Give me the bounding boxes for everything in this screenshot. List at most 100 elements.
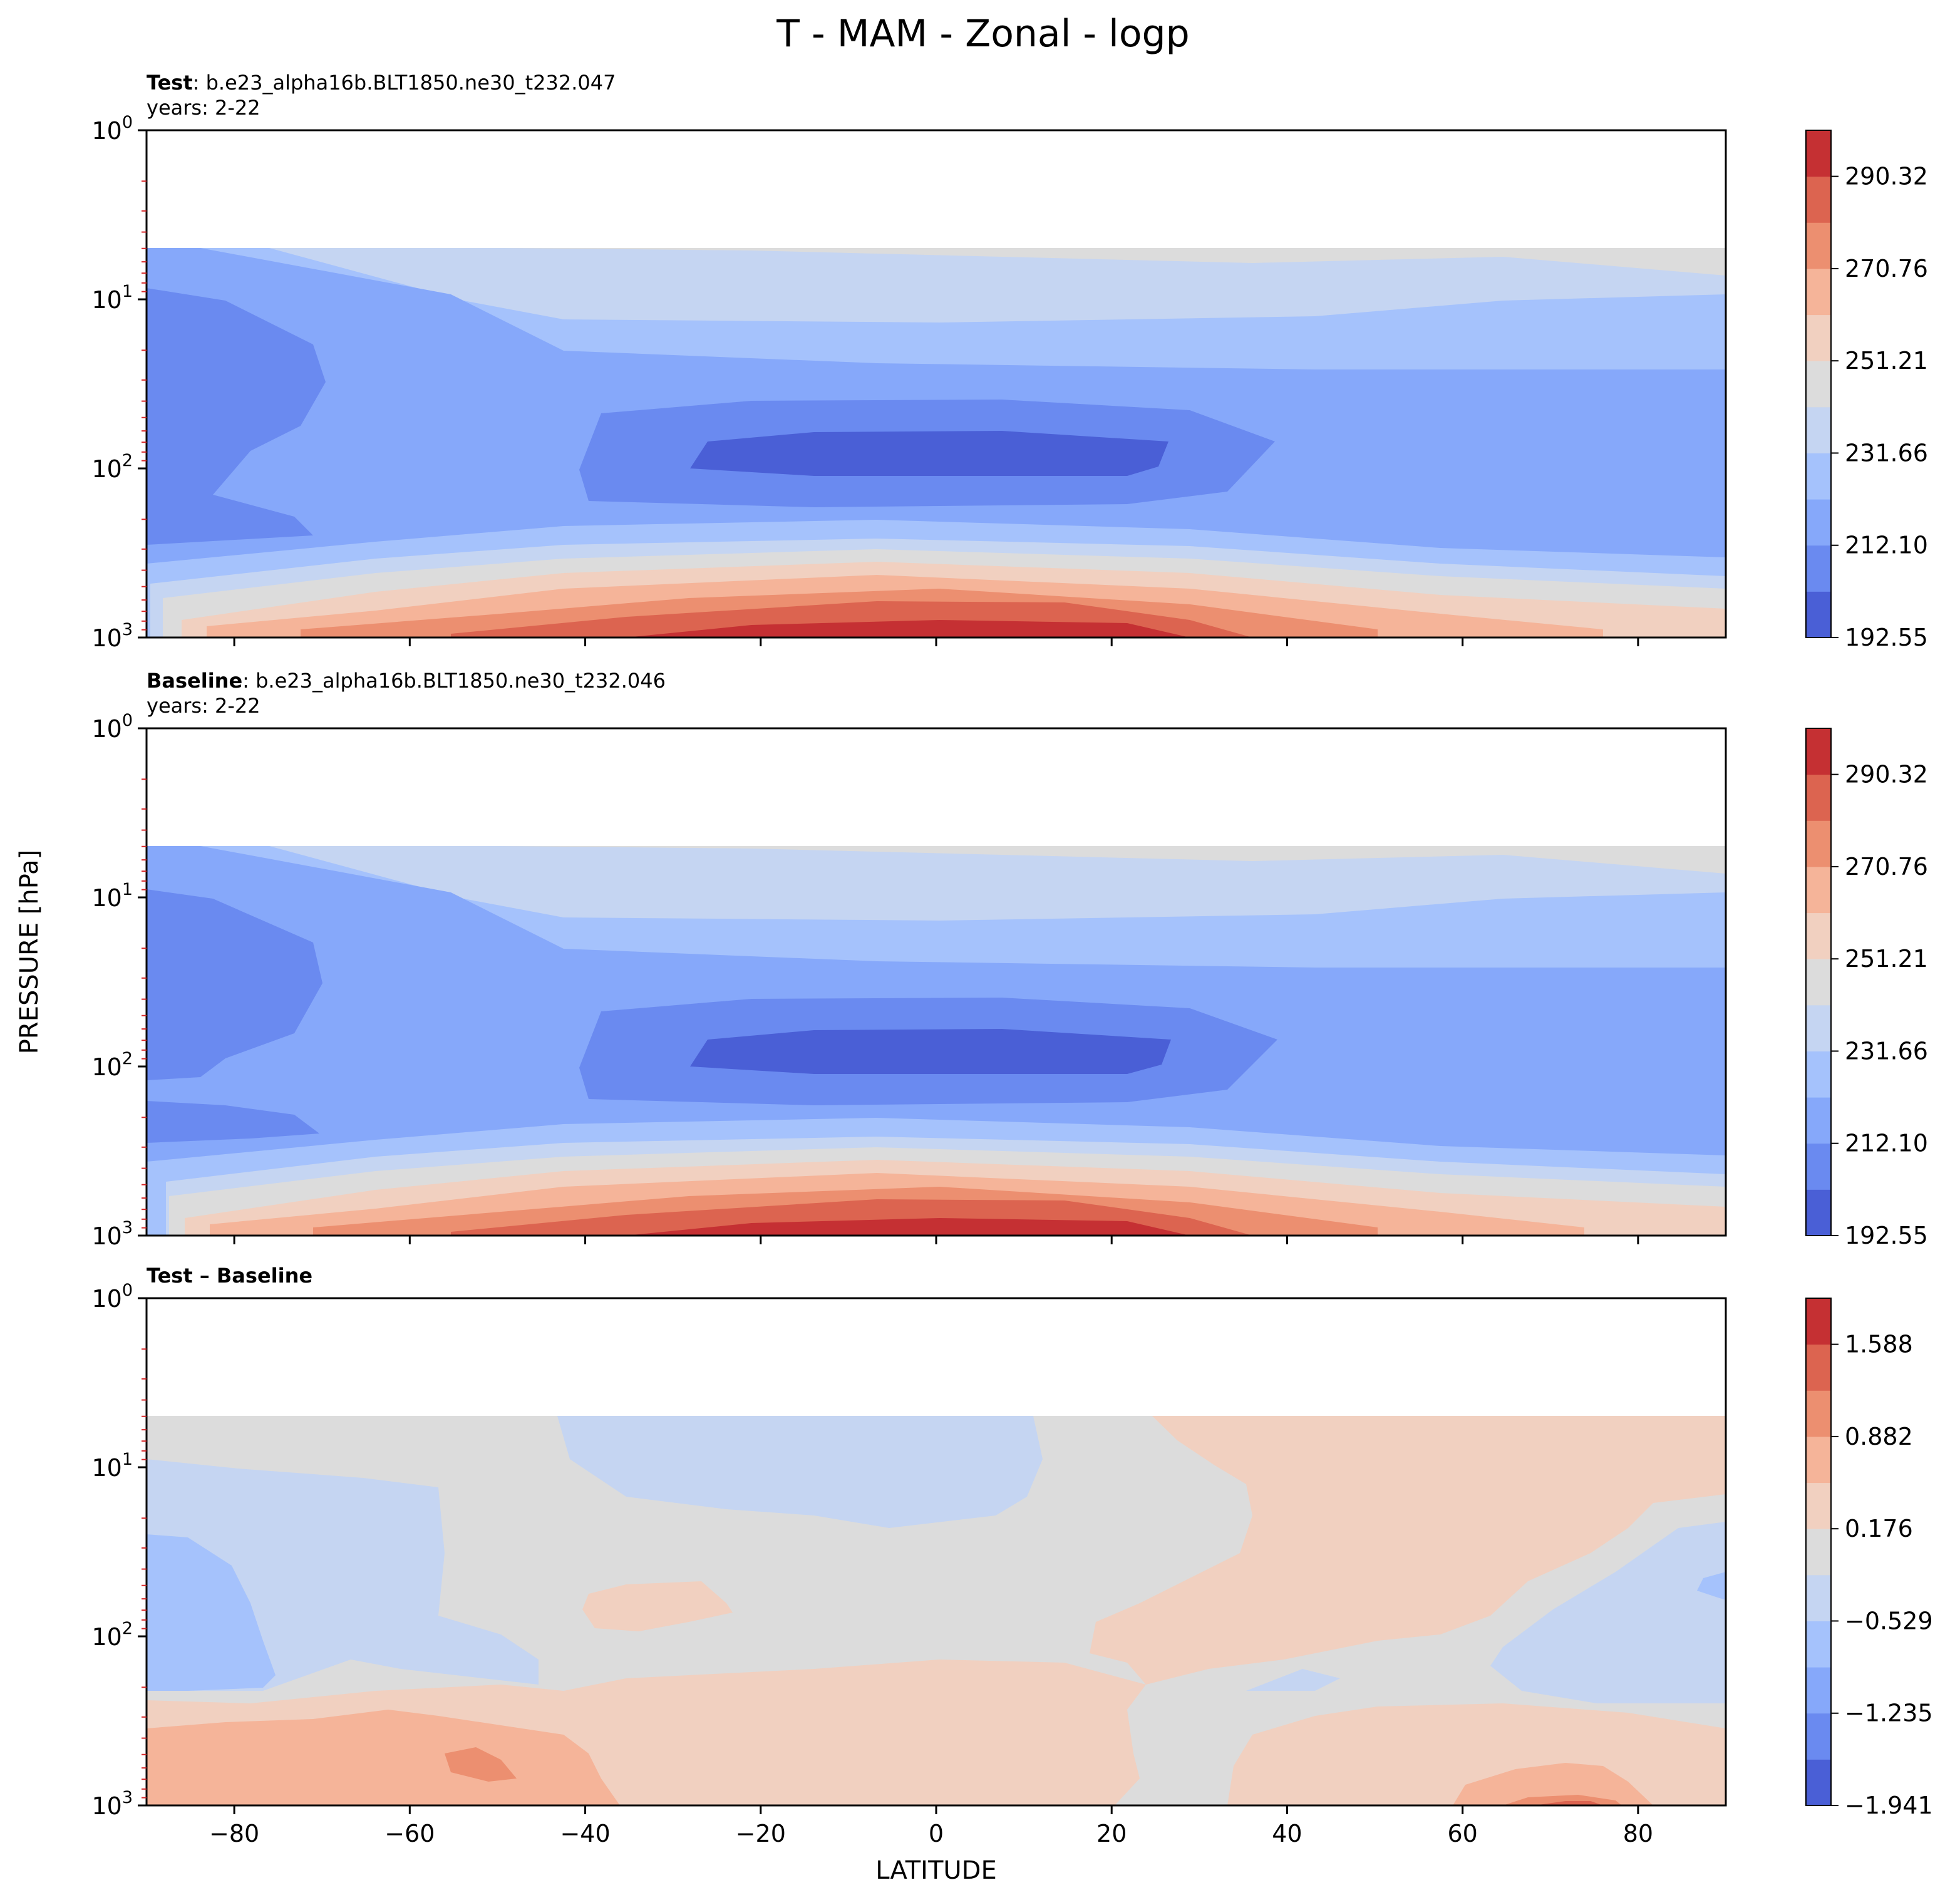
colorbar-segment	[1806, 912, 1831, 959]
colorbar-segment	[1806, 406, 1831, 453]
contour-band	[557, 1416, 1043, 1528]
x-tick-label: −40	[560, 1820, 610, 1847]
colorbar-segment	[1806, 1713, 1831, 1760]
y-tick-label: 100	[91, 711, 133, 743]
colorbar-tick-label: 212.10	[1845, 1130, 1928, 1157]
colorbar-test: 192.55 212.10 231.66 251.21 270.76 290.32	[1805, 130, 1928, 651]
colorbar-tick-label: −1.235	[1845, 1700, 1933, 1727]
colorbar-frame	[1805, 130, 1832, 638]
contour-band	[1490, 1522, 1726, 1703]
x-tick-label: 80	[1623, 1820, 1653, 1847]
colorbar-tick-label: 270.76	[1845, 853, 1928, 880]
y-tick-label: 101	[91, 282, 133, 314]
contour-band	[1453, 1763, 1653, 1805]
colorbar-segment	[1806, 314, 1831, 361]
colorbar-segment	[1806, 1097, 1831, 1144]
colorbar-segment	[1806, 130, 1831, 177]
colorbar-segment	[1806, 453, 1831, 500]
x-tick-label: 20	[1096, 1820, 1127, 1847]
colorbar-tick-label: 192.55	[1845, 624, 1928, 651]
panel-diff-label: Test – Baseline	[147, 1264, 312, 1288]
colorbar-diff: −1.941 −1.235 −0.529 0.176 0.882 1.588	[1805, 1298, 1933, 1819]
colorbar-tick-label: −0.529	[1845, 1607, 1933, 1634]
colorbar-tick-label: 192.55	[1845, 1222, 1928, 1249]
contour-band	[626, 1218, 1190, 1236]
contour-band	[690, 1029, 1171, 1074]
panel-baseline-yaxis: 100 101 102 103	[91, 711, 147, 1250]
colorbar-segment	[1806, 1189, 1831, 1236]
panel-diff-yaxis: 100 101 102 103	[91, 1281, 147, 1820]
colorbar-segment	[1806, 176, 1831, 223]
colorbar-segment	[1806, 1390, 1831, 1437]
panel-baseline-label-bold: Baseline	[147, 669, 242, 693]
colorbar-segment	[1806, 1436, 1831, 1484]
contour-band	[1697, 1572, 1726, 1600]
y-tick-label: 103	[91, 620, 133, 652]
figure-title: T - MAM - Zonal - logp	[776, 12, 1189, 56]
colorbar-segment	[1806, 1143, 1831, 1190]
contour-band	[1534, 1801, 1603, 1805]
x-tick-label: −80	[209, 1820, 259, 1847]
colorbar-segment	[1806, 1004, 1831, 1051]
colorbar-segment	[1806, 820, 1831, 867]
contour-band	[147, 288, 326, 545]
colorbar-segment	[1806, 1759, 1831, 1806]
contour-band	[1090, 1416, 1726, 1685]
colorbar-tick-label: 290.32	[1845, 761, 1928, 788]
colorbar-segment	[1806, 222, 1831, 269]
colorbar-tick-label: 270.76	[1845, 255, 1928, 282]
y-tick-label: 100	[91, 113, 133, 145]
panel-test-label: Test: b.e23_alpha16b.BLT1850.ne30_t232.0…	[147, 71, 616, 95]
y-tick-label: 101	[91, 1450, 133, 1482]
colorbar-segment	[1806, 1574, 1831, 1621]
panel-diff-contours	[147, 1298, 1726, 1805]
contour-band	[147, 1710, 620, 1805]
no-data-region	[147, 728, 1726, 846]
panel-test-yaxis: 100 101 102 103	[91, 113, 147, 652]
colorbar-tick-label: 231.66	[1845, 1037, 1928, 1065]
panel-baseline-contours	[147, 728, 1726, 1236]
no-data-region	[147, 1298, 1726, 1416]
contour-band	[147, 1101, 319, 1143]
y-tick-label: 100	[91, 1281, 133, 1313]
panel-baseline-years: years: 2-22	[147, 694, 260, 718]
x-tick-label: 60	[1447, 1820, 1477, 1847]
y-tick-label: 103	[91, 1218, 133, 1250]
colorbar-tick-label: 251.21	[1845, 347, 1928, 374]
colorbar-segment	[1806, 1482, 1831, 1529]
panel-test-label-rest: : b.e23_alpha16b.BLT1850.ne30_t232.047	[193, 71, 616, 95]
colorbar-frame	[1805, 728, 1832, 1236]
y-axis-label: PRESSURE [hPa]	[15, 850, 44, 1054]
colorbar-segment	[1806, 1344, 1831, 1391]
x-tick-label: −20	[736, 1820, 786, 1847]
panel-diff-xaxis: −80 −60 −40 −20 0 20 40 60 80	[209, 1805, 1653, 1847]
contour-band	[582, 1581, 733, 1631]
colorbar-segment	[1806, 268, 1831, 316]
colorbar-segment	[1806, 1529, 1831, 1576]
colorbar-segment	[1806, 361, 1831, 408]
x-tick-label: 0	[929, 1820, 944, 1847]
panel-test: Test: b.e23_alpha16b.BLT1850.ne30_t232.0…	[91, 71, 1727, 652]
contour-band	[445, 1747, 517, 1782]
panel-test-label-bold: Test	[147, 71, 193, 95]
colorbar-tick-label: −1.941	[1845, 1792, 1933, 1819]
colorbar-segment	[1806, 728, 1831, 775]
y-tick-label: 101	[91, 880, 133, 912]
y-tick-label: 102	[91, 451, 133, 483]
colorbar-tick-label: 212.10	[1845, 532, 1928, 559]
colorbar-segment	[1806, 1298, 1831, 1345]
contour-band	[147, 1534, 276, 1691]
panel-baseline-xaxis	[233, 1236, 1639, 1244]
panel-test-contours	[147, 130, 1726, 638]
panel-test-xaxis	[233, 638, 1639, 646]
x-axis-label: LATITUDE	[875, 1856, 996, 1885]
x-tick-label: 40	[1272, 1820, 1302, 1847]
contour-band	[690, 431, 1168, 476]
no-data-region	[147, 130, 1726, 248]
colorbar-segment	[1806, 1621, 1831, 1668]
colorbar-segment	[1806, 1667, 1831, 1714]
colorbar-segment	[1806, 959, 1831, 1006]
contour-band	[147, 248, 1726, 276]
contour-band	[147, 889, 322, 1080]
y-tick-label: 102	[91, 1619, 133, 1651]
